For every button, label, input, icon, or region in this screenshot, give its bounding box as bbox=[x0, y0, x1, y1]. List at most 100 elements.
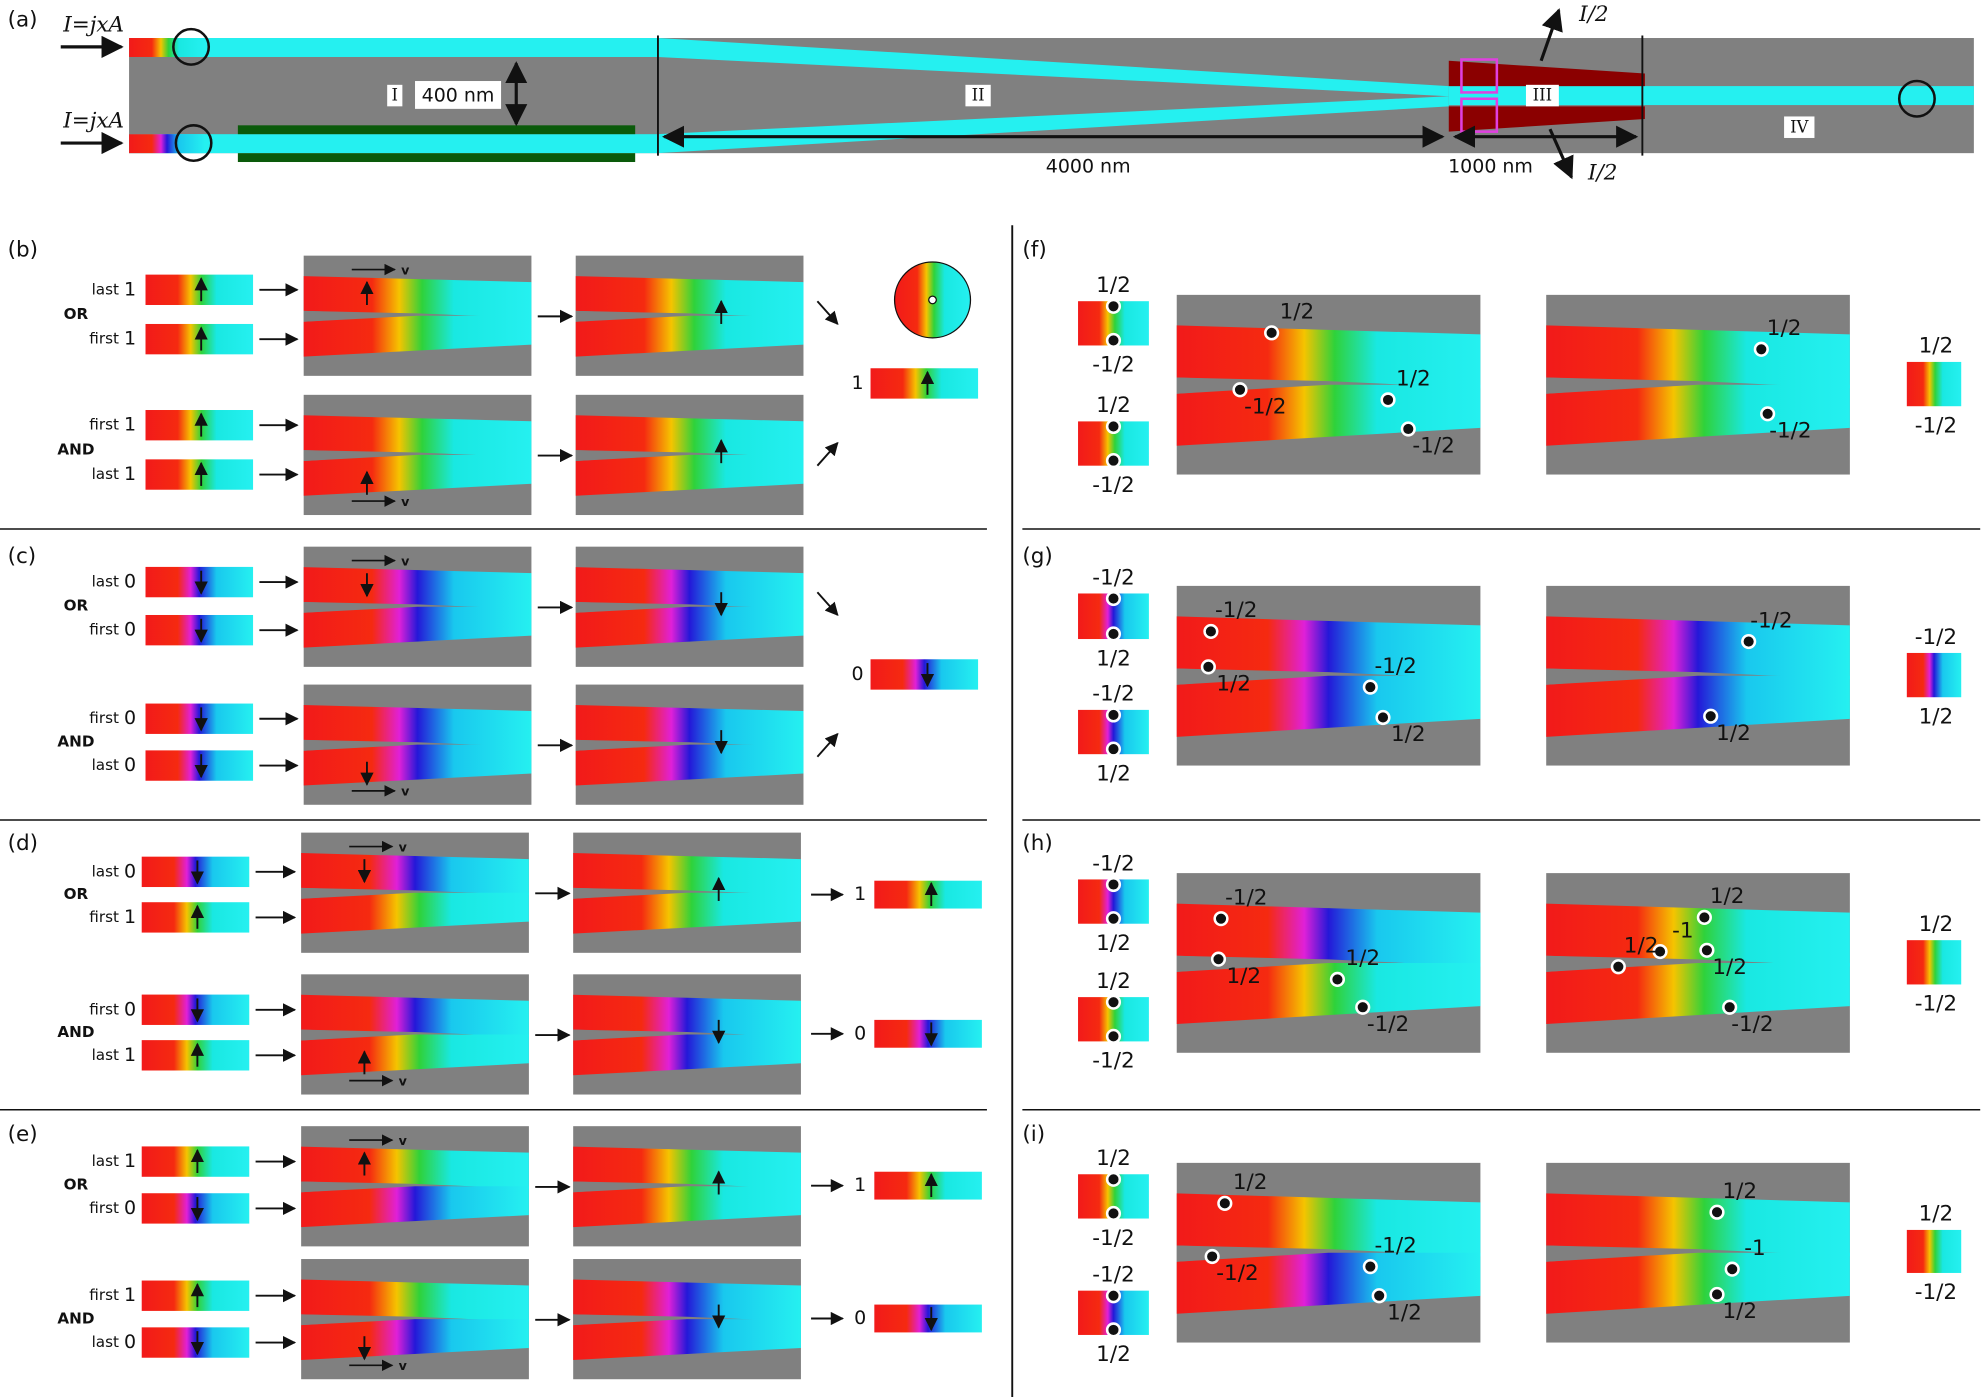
arm-bottom bbox=[1546, 675, 1850, 737]
label: last bbox=[92, 756, 119, 774]
arm-top bbox=[301, 994, 529, 1037]
label: 1 bbox=[124, 1044, 136, 1066]
defect bbox=[1105, 418, 1122, 435]
top-wire-wall bbox=[129, 38, 205, 57]
label: AND bbox=[57, 1310, 94, 1328]
arm-top bbox=[1546, 1193, 1850, 1257]
label: OR bbox=[64, 305, 89, 323]
label: -1/2 bbox=[1915, 992, 1957, 1017]
defect bbox=[1203, 623, 1219, 640]
defect bbox=[1200, 659, 1216, 675]
defect bbox=[1699, 942, 1715, 958]
defect bbox=[1375, 709, 1391, 726]
label: 1/2 bbox=[1722, 1179, 1757, 1204]
output-strip bbox=[1906, 361, 1962, 407]
label: 0 bbox=[124, 571, 136, 593]
label: -1/2 bbox=[1092, 1049, 1134, 1074]
label: (g) bbox=[1022, 544, 1052, 569]
domain-wall-strip bbox=[870, 368, 979, 399]
arm-bottom bbox=[573, 892, 801, 934]
bottom-wire bbox=[129, 134, 658, 154]
region-label: III bbox=[1533, 86, 1552, 105]
label: -1/2 bbox=[1216, 1261, 1258, 1286]
label: 0 bbox=[852, 663, 864, 685]
label: -1/2 bbox=[1092, 353, 1134, 378]
arm-top bbox=[573, 853, 801, 896]
label: v bbox=[399, 1358, 408, 1373]
domain-wall-strip bbox=[145, 750, 254, 781]
defect bbox=[1105, 911, 1122, 927]
label: 0 bbox=[124, 998, 136, 1020]
defect bbox=[1264, 325, 1280, 341]
label: -1/2 bbox=[1915, 413, 1957, 438]
label: 1/2 bbox=[1096, 1146, 1131, 1171]
label: -1/2 bbox=[1412, 434, 1454, 459]
label: 1/2 bbox=[1919, 704, 1954, 729]
label-bg bbox=[1525, 84, 1559, 107]
label: -1/2 bbox=[1092, 565, 1134, 590]
defect bbox=[1105, 741, 1122, 757]
label: 1 bbox=[124, 1150, 136, 1172]
arm-bottom bbox=[1546, 384, 1850, 446]
label: 1/2 bbox=[1710, 884, 1745, 909]
label: 1/2 bbox=[1396, 367, 1431, 392]
label: 0 bbox=[124, 860, 136, 882]
label: 1/2 bbox=[1391, 722, 1426, 747]
arm-top bbox=[573, 1146, 801, 1189]
label: OR bbox=[64, 1176, 89, 1194]
gap bbox=[303, 450, 418, 461]
label: 1/2 bbox=[1919, 912, 1954, 937]
wheel-center bbox=[928, 295, 937, 305]
gap bbox=[1546, 1245, 1699, 1262]
defect bbox=[1204, 1248, 1220, 1265]
label: -1/2 bbox=[1092, 682, 1134, 707]
domain-wall-strip bbox=[141, 1327, 250, 1358]
top-wire bbox=[129, 38, 658, 57]
arm-bottom bbox=[1546, 1252, 1850, 1314]
defect bbox=[1724, 1261, 1740, 1277]
defect bbox=[1703, 708, 1719, 724]
defect bbox=[1709, 1204, 1725, 1220]
label: -1/2 bbox=[1092, 1226, 1134, 1251]
label: 1/2 bbox=[1233, 1170, 1268, 1195]
gap bbox=[1176, 377, 1329, 394]
arm-bottom bbox=[301, 1034, 529, 1076]
domain-wall-strip bbox=[145, 323, 254, 355]
defect bbox=[1213, 911, 1229, 927]
defect bbox=[1105, 332, 1122, 349]
defect bbox=[1105, 1171, 1122, 1187]
domain-wall-strip bbox=[874, 1304, 982, 1333]
domain-wall-strip bbox=[141, 1193, 250, 1224]
label: -1/2 bbox=[1367, 1012, 1409, 1037]
defect bbox=[1652, 943, 1668, 960]
defect bbox=[1722, 999, 1738, 1015]
label: first bbox=[89, 330, 119, 348]
gap bbox=[573, 1029, 688, 1041]
gap bbox=[301, 1181, 416, 1193]
arm-bottom bbox=[575, 744, 804, 786]
defect bbox=[1362, 1259, 1378, 1275]
label: last bbox=[92, 862, 119, 880]
label-bg bbox=[1784, 116, 1815, 138]
label: 1/2 bbox=[1280, 300, 1315, 325]
gap bbox=[1546, 377, 1699, 394]
label: v bbox=[401, 262, 410, 277]
defect bbox=[1217, 1195, 1233, 1211]
label: v bbox=[401, 784, 410, 799]
label: (c) bbox=[8, 544, 37, 569]
arm-top bbox=[1546, 903, 1850, 967]
gap bbox=[303, 601, 418, 613]
arrow bbox=[1539, 8, 1563, 62]
gap bbox=[301, 1314, 416, 1326]
defect bbox=[1105, 994, 1122, 1010]
arm-bottom bbox=[1176, 962, 1481, 1025]
domain-wall-strip bbox=[870, 659, 979, 690]
arm-top bbox=[303, 415, 532, 458]
defect bbox=[1105, 1205, 1122, 1222]
label: -1/2 bbox=[1915, 625, 1957, 650]
defect bbox=[1210, 951, 1227, 967]
label: 1/2 bbox=[1387, 1300, 1422, 1325]
defect bbox=[1105, 707, 1122, 723]
label: 1/2 bbox=[1712, 955, 1747, 980]
